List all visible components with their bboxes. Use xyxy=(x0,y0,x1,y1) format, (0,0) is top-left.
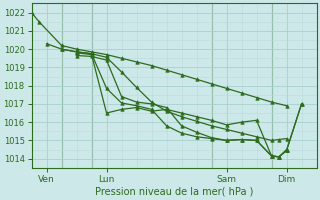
X-axis label: Pression niveau de la mer( hPa ): Pression niveau de la mer( hPa ) xyxy=(95,187,253,197)
